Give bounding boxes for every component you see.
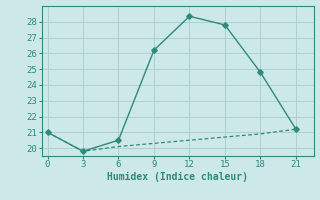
X-axis label: Humidex (Indice chaleur): Humidex (Indice chaleur) (107, 172, 248, 182)
